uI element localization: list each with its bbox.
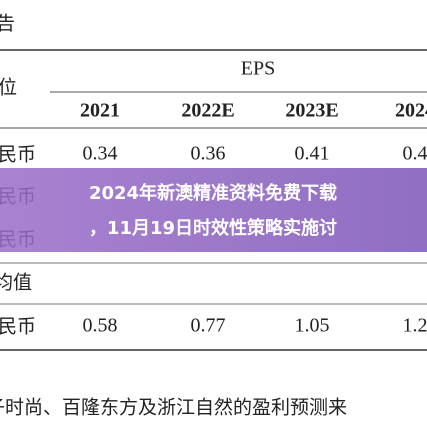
cell: 0.36 <box>191 143 226 165</box>
row-label: 民币 <box>0 316 36 338</box>
cell: 0.58 <box>83 315 118 337</box>
cell: 1.05 <box>295 315 330 337</box>
unit: 位 <box>0 77 17 99</box>
cell: 0.77 <box>191 315 226 337</box>
banner <box>0 168 427 252</box>
year: 2023E <box>285 100 338 122</box>
banner-text: ，11月19日时效性策略实施讨 <box>89 217 337 239</box>
corner: 告 <box>0 13 15 35</box>
cell: 1.2 <box>403 315 427 337</box>
year: 2022E <box>181 100 234 122</box>
group-header: EPS <box>241 58 275 80</box>
average-label: 均值 <box>0 272 32 294</box>
cell: 0.4 <box>403 143 427 165</box>
banner-text: 2024年新澳精准资料免费下载 <box>89 182 337 204</box>
footnote: 子时尚、百隆东方及浙江自然的盈利预测来 <box>0 397 347 419</box>
table: 告 EPS 位 均值 民币 子时尚、百隆东方及浙江自然的盈利预测来 2021 20… <box>0 13 427 419</box>
cell: 0.34 <box>83 143 118 165</box>
row-label: 民币 <box>0 144 36 166</box>
year: 2021 <box>80 100 120 122</box>
cell: 0.41 <box>295 143 330 165</box>
year: 2024 <box>395 100 427 122</box>
